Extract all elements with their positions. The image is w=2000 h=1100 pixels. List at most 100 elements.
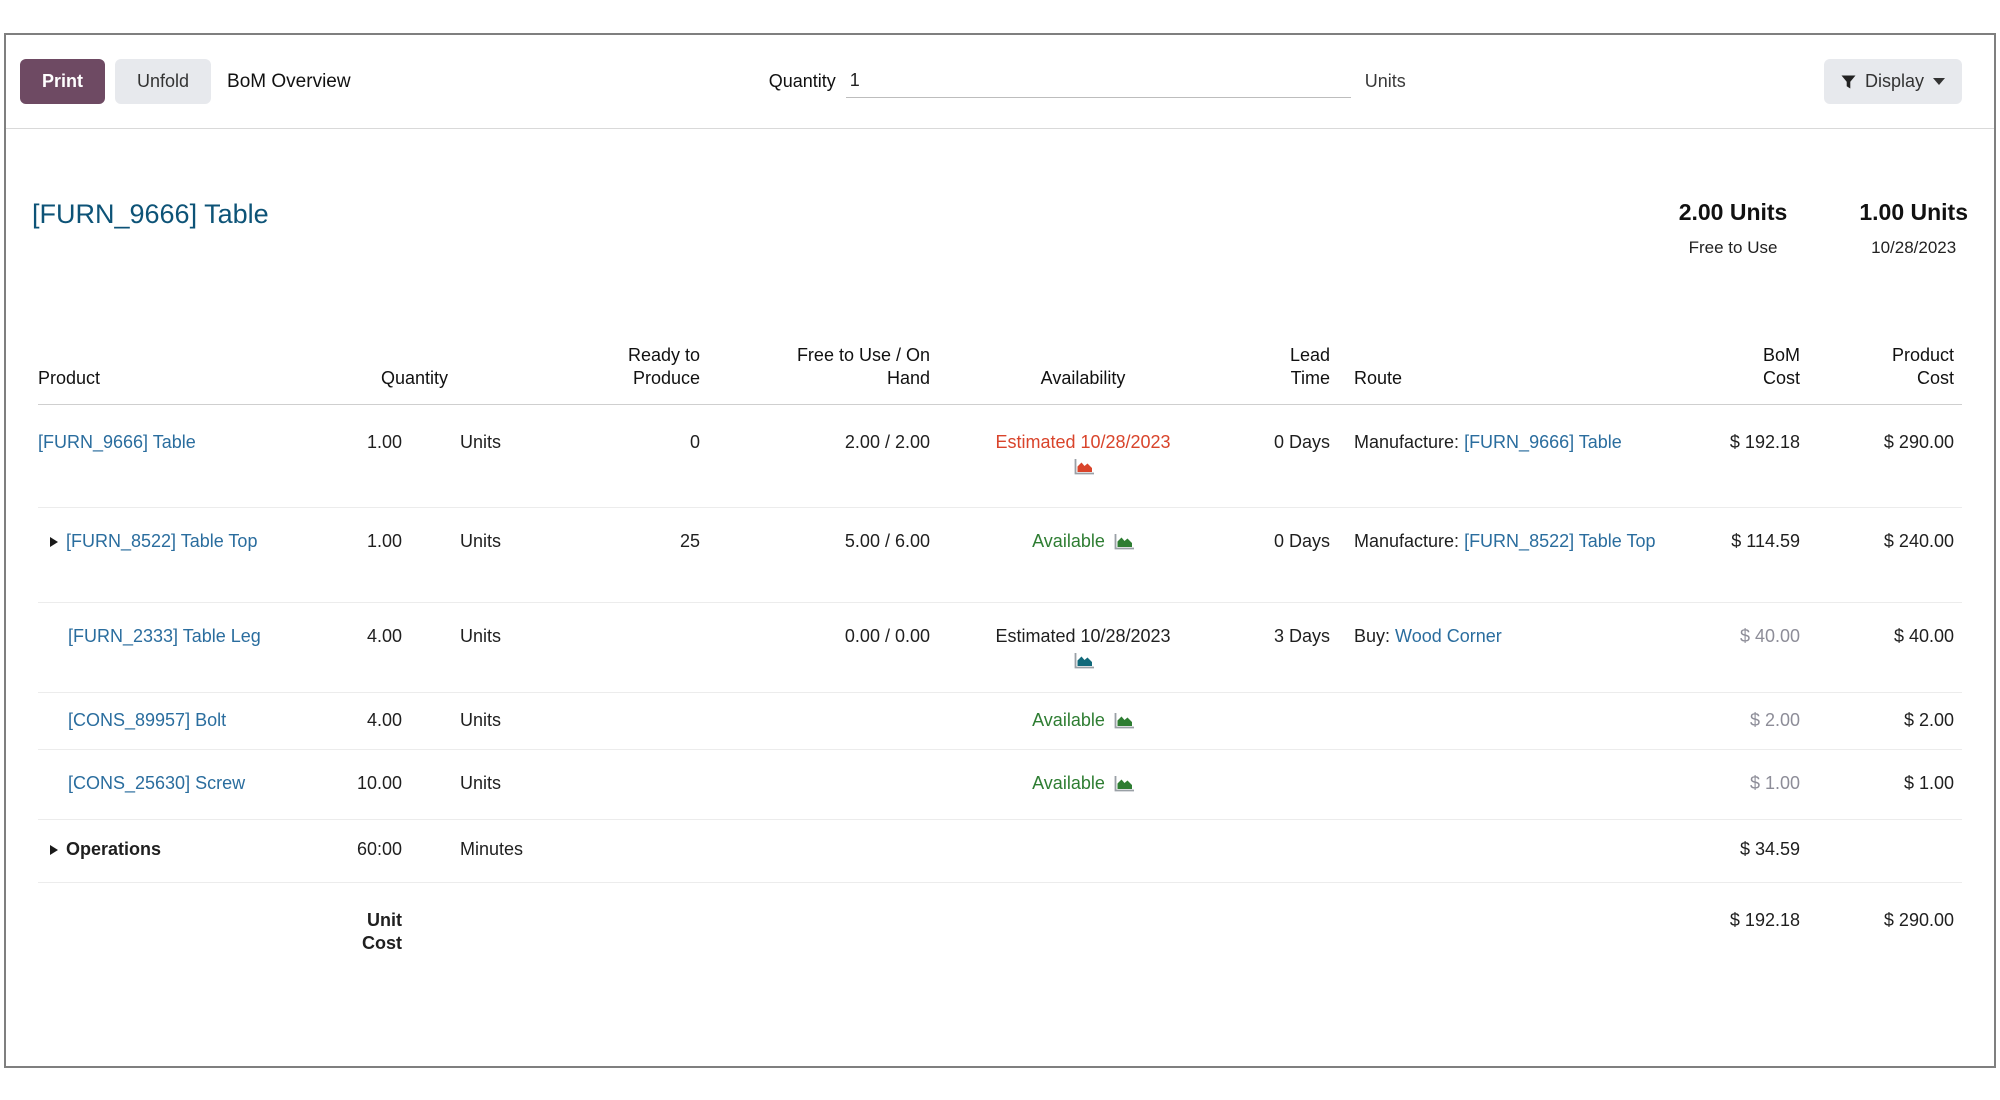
bom-overview-window: Print Unfold BoM Overview Quantity Units… (4, 33, 1996, 1068)
product-cost-cell: $ 1.00 (1903, 773, 1954, 793)
free-on-hand-cell: 2.00 / 2.00 (844, 432, 930, 452)
ready-to-produce-cell: 0 (689, 432, 700, 452)
product-link[interactable]: [FURN_9666] Table (38, 432, 196, 452)
table-row-cons-25630: [CONS_25630] Screw 10.00 Units Available… (38, 750, 1962, 820)
route-cell: Manufacture: [FURN_9666] Table (1338, 405, 1658, 454)
uom-cell: Units (460, 773, 502, 793)
header-availability: Availability (1040, 368, 1126, 388)
product-cost-cell: $ 40.00 (1893, 626, 1954, 646)
free-on-hand-cell (708, 820, 938, 838)
route-type: Buy: (1354, 626, 1391, 646)
unfold-button[interactable]: Unfold (115, 59, 212, 104)
product-cost-cell: $ 2.00 (1903, 710, 1954, 730)
forecast-chart-icon[interactable] (1113, 534, 1134, 551)
quantity-input[interactable] (845, 65, 1351, 98)
table-row-cons-89957: [CONS_89957] Bolt 4.00 Units Available $… (38, 693, 1962, 750)
availability-cell (938, 820, 1228, 838)
table-footer-unit-cost: Unit Cost $ 192.18 $ 290.00 (38, 883, 1962, 993)
free-on-hand-cell: 0.00 / 0.00 (844, 626, 930, 646)
stat-quantity-on-date-value: 1.00 Units (1859, 199, 1968, 225)
free-on-hand-cell (708, 750, 938, 772)
uom-cell: Units (460, 432, 502, 452)
availability-cell: Estimated 10/28/2023 (938, 405, 1228, 476)
bom-cost-cell: $ 114.59 (1731, 531, 1800, 551)
table-row-operations: Operations 60:00 Minutes $ 34.59 (38, 820, 1962, 883)
quantity-label: Quantity (768, 71, 836, 91)
overview-stats: 2.00 Units Free to Use 1.00 Units 10/28/… (1679, 199, 1968, 258)
display-dropdown-button[interactable]: Display (1823, 59, 1962, 104)
route-type: Manufacture: (1354, 531, 1460, 551)
header-free-to-use-on-hand: Free to Use / On Hand (796, 345, 930, 388)
print-button[interactable]: Print (20, 59, 106, 104)
route-cell (1338, 693, 1658, 709)
ready-to-produce-cell (578, 603, 708, 625)
quantity-uom-label: Units (1364, 71, 1406, 91)
header-lead-time: Lead Time (1289, 345, 1330, 388)
header-bom-cost: BoM Cost (1762, 345, 1800, 388)
availability-cell: Available (938, 508, 1228, 553)
product-link[interactable]: [CONS_89957] Bolt (68, 710, 227, 730)
route-cell: Buy: Wood Corner (1338, 603, 1658, 648)
stat-free-to-use: 2.00 Units Free to Use (1679, 199, 1788, 258)
product-link[interactable]: [CONS_25630] Screw (68, 773, 246, 793)
product-cost-cell: $ 240.00 (1883, 531, 1954, 551)
table-row-furn-8522: [FURN_8522] Table Top 1.00 Units 25 5.00… (38, 508, 1962, 603)
operations-label: Operations (66, 839, 162, 859)
bom-cost-cell: $ 34.59 (1739, 839, 1800, 859)
bom-cost-cell: $ 1.00 (1749, 773, 1800, 793)
display-label: Display (1864, 71, 1924, 91)
availability-status: Estimated 10/28/2023 (995, 432, 1171, 452)
availability-cell: Available (938, 693, 1228, 732)
quantity-cell: 60:00 (356, 839, 402, 859)
page-breadcrumb-title: BoM Overview (227, 70, 351, 92)
lead-time-cell: 0 Days (1273, 432, 1330, 452)
chevron-down-icon (1932, 78, 1945, 85)
availability-cell: Available (938, 750, 1228, 795)
route-cell: Manufacture: [FURN_8522] Table Top (1338, 508, 1658, 553)
forecast-chart-icon[interactable] (1073, 459, 1094, 476)
table-row-furn-2333: [FURN_2333] Table Leg 4.00 Units 0.00 / … (38, 603, 1962, 693)
forecast-chart-icon[interactable] (1113, 713, 1134, 730)
quantity-group: Quantity Units (768, 65, 1406, 98)
stat-quantity-on-date: 1.00 Units 10/28/2023 (1859, 199, 1968, 258)
lead-time-cell: 3 Days (1273, 626, 1330, 646)
forecast-chart-icon[interactable] (1073, 653, 1094, 670)
quantity-cell: 4.00 (366, 710, 402, 730)
quantity-cell: 1.00 (366, 531, 402, 551)
product-link[interactable]: [FURN_8522] Table Top (66, 531, 258, 551)
stat-quantity-on-date-label: 10/28/2023 (1871, 238, 1957, 257)
uom-cell: Units (460, 626, 502, 646)
availability-cell: Estimated 10/28/2023 (938, 603, 1228, 670)
product-cost-cell: $ 290.00 (1883, 432, 1954, 452)
expand-caret-icon[interactable] (50, 845, 58, 855)
lead-time-cell (1228, 750, 1338, 772)
free-on-hand-cell: 5.00 / 6.00 (844, 531, 930, 551)
lead-time-cell (1228, 820, 1338, 838)
bom-cost-cell: $ 192.18 (1729, 432, 1800, 452)
availability-status: Available (1032, 710, 1105, 730)
product-cost-cell (1808, 820, 1962, 838)
unit-bom-cost: $ 192.18 (1729, 910, 1800, 930)
uom-cell: Units (460, 531, 502, 551)
toolbar: Print Unfold BoM Overview Quantity Units… (6, 35, 1994, 129)
route-type: Manufacture: (1354, 432, 1460, 452)
forecast-chart-icon[interactable] (1113, 776, 1134, 793)
product-link[interactable]: [FURN_2333] Table Leg (68, 626, 261, 646)
route-link[interactable]: Wood Corner (1395, 626, 1502, 646)
route-link[interactable]: [FURN_9666] Table (1464, 432, 1622, 452)
uom-cell: Minutes (460, 839, 524, 859)
page-title: [FURN_9666] Table (32, 199, 269, 229)
bom-cost-cell: $ 2.00 (1749, 710, 1800, 730)
uom-cell: Units (460, 710, 502, 730)
quantity-cell: 4.00 (366, 626, 402, 646)
lead-time-cell (1228, 693, 1338, 709)
unit-cost-label: Unit Cost (362, 910, 402, 953)
bom-cost-cell: $ 40.00 (1739, 626, 1800, 646)
ready-to-produce-cell (578, 750, 708, 772)
expand-caret-icon[interactable] (50, 537, 58, 547)
free-on-hand-cell (708, 693, 938, 709)
route-link[interactable]: [FURN_8522] Table Top (1464, 531, 1656, 551)
stat-free-to-use-label: Free to Use (1688, 238, 1778, 257)
availability-status: Estimated 10/28/2023 (995, 626, 1171, 646)
unit-product-cost: $ 290.00 (1883, 910, 1954, 930)
